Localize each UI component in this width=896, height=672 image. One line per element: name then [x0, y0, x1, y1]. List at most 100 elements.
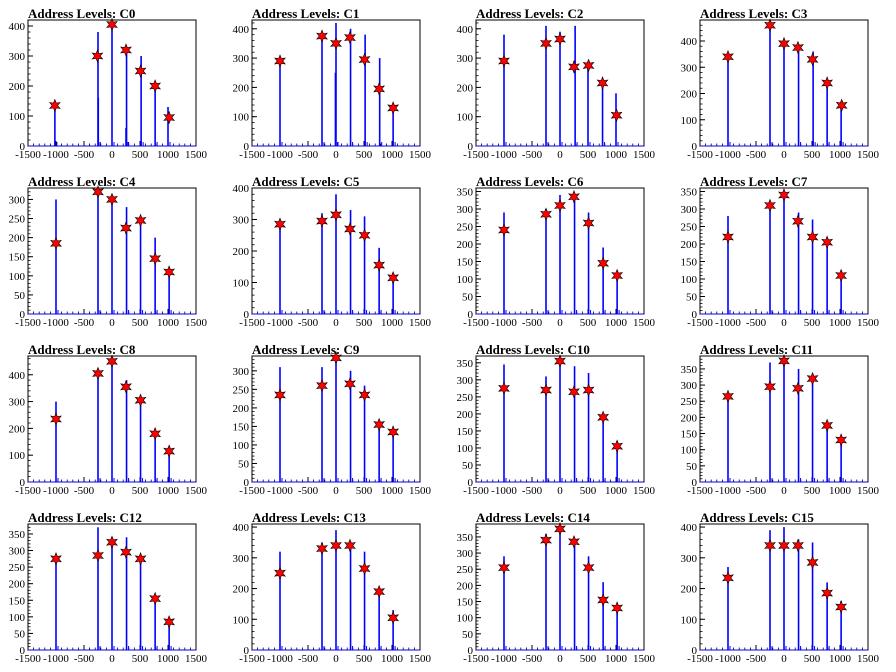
histogram-panel-15: Address Levels: C15 0 100 200 300 400 -1500 -10… — [672, 504, 896, 672]
y-tick-label: 100 — [681, 115, 698, 127]
y-tick-label: 350 — [681, 187, 698, 199]
x-tick-label: -1500 — [239, 149, 265, 161]
level-marker — [120, 545, 132, 560]
level-marker — [821, 586, 834, 600]
x-tick-label: 500 — [580, 485, 597, 497]
level-marker — [540, 383, 552, 397]
y-tick-label: 0 — [468, 645, 474, 657]
level-marker — [358, 561, 371, 576]
level-marker — [134, 551, 147, 566]
level-marker — [611, 601, 624, 615]
level-marker — [316, 214, 328, 228]
level-marker — [835, 268, 848, 283]
histogram-panel-4: Address Levels: C4 0 50 100 150 200 250 300 -150… — [0, 168, 224, 336]
level-marker — [373, 417, 386, 432]
level-marker — [358, 388, 371, 402]
x-tick-label: 500 — [132, 317, 149, 329]
x-tick-label: -1000 — [267, 317, 293, 329]
y-tick-label: 100 — [233, 614, 250, 626]
x-tick-label: -1000 — [267, 485, 293, 497]
y-tick-label: 250 — [457, 222, 474, 234]
y-tick-label: 250 — [457, 392, 474, 404]
level-marker — [596, 76, 609, 90]
y-tick-label: 50 — [14, 290, 26, 302]
histogram-plot: 0 100 200 300 400 -1500 -1000 -500 0 500 1000 1500 — [233, 522, 432, 665]
level-marker — [597, 256, 610, 271]
y-tick-label: 200 — [681, 412, 698, 424]
histogram-panel-6: Address Levels: C6 0 50 100 150 200 250 300 350 -… — [448, 168, 672, 336]
y-tick-label: 400 — [233, 24, 250, 36]
x-tick-label: -500 — [74, 317, 95, 329]
y-tick-label: 50 — [462, 629, 474, 641]
x-tick-label: 0 — [557, 485, 563, 497]
y-tick-label: 200 — [681, 89, 698, 101]
y-tick-label: 350 — [681, 364, 698, 376]
x-tick-label: 500 — [580, 653, 597, 665]
level-marker — [387, 101, 400, 115]
x-tick-label: 1500 — [185, 485, 208, 497]
level-marker — [50, 412, 62, 426]
x-tick-label: 1500 — [857, 653, 880, 665]
y-tick-label: 300 — [681, 553, 698, 565]
y-tick-label: 100 — [457, 613, 474, 625]
x-tick-label: 500 — [804, 485, 821, 497]
x-tick-label: 1500 — [409, 317, 432, 329]
x-tick-label: 0 — [109, 485, 115, 497]
level-marker — [597, 593, 610, 607]
x-tick-label: 500 — [356, 485, 373, 497]
y-tick-label: 250 — [9, 562, 26, 574]
panel-title: Address Levels: C6 — [476, 174, 584, 189]
level-marker — [387, 610, 400, 625]
panel-title: Address Levels: C7 — [700, 174, 808, 189]
y-tick-label: 350 — [457, 358, 474, 370]
panel-title: Address Levels: C10 — [476, 342, 590, 357]
level-marker — [806, 230, 819, 244]
y-tick-label: 0 — [692, 645, 698, 657]
y-tick-label: 0 — [468, 309, 474, 321]
y-tick-label: 150 — [457, 257, 474, 269]
panel-title: Address Levels: C8 — [28, 342, 136, 357]
level-marker — [92, 366, 104, 381]
level-marker — [498, 560, 510, 575]
x-tick-label: -1000 — [43, 485, 69, 497]
x-tick-label: 1000 — [829, 485, 852, 497]
x-tick-label: -1500 — [463, 653, 489, 665]
level-marker — [134, 213, 147, 228]
level-marker — [50, 236, 62, 251]
histogram-plot: 0 100 200 300 400 -1500 -1000 -500 0 500 1000 1500 — [233, 183, 432, 329]
level-marker — [316, 29, 328, 43]
level-marker — [540, 207, 552, 222]
x-tick-label: -1000 — [43, 653, 69, 665]
x-tick-label: -500 — [522, 653, 543, 665]
x-tick-label: -500 — [522, 485, 543, 497]
y-tick-label: 0 — [692, 141, 698, 153]
y-tick-label: 0 — [244, 477, 250, 489]
level-marker — [373, 258, 386, 272]
level-marker — [835, 98, 848, 113]
x-tick-label: 1000 — [157, 317, 180, 329]
y-tick-label: 300 — [457, 204, 474, 216]
x-tick-label: 1000 — [157, 485, 180, 497]
level-marker — [764, 18, 776, 33]
histogram-plot: 0 100 200 300 400 -1500 -1000 -500 0 500 1000 1500 — [457, 19, 656, 161]
x-tick-label: 0 — [781, 149, 787, 161]
x-tick-label: -1000 — [715, 653, 741, 665]
x-tick-label: 1500 — [857, 149, 880, 161]
histogram-plot: 0 100 200 300 400 -1500 -1000 -500 0 500 1000 1500 — [9, 17, 208, 161]
x-tick-label: -1000 — [267, 149, 293, 161]
y-tick-label: 0 — [20, 477, 26, 489]
level-marker — [344, 376, 356, 391]
level-marker — [792, 40, 804, 55]
x-tick-label: 500 — [804, 149, 821, 161]
y-tick-label: 150 — [681, 257, 698, 269]
y-tick-label: 300 — [681, 62, 698, 74]
x-tick-label: -500 — [298, 485, 319, 497]
level-marker — [48, 98, 61, 113]
level-marker — [120, 380, 132, 394]
level-marker — [722, 49, 734, 64]
y-tick-label: 300 — [681, 204, 698, 216]
y-tick-label: 100 — [9, 271, 26, 283]
y-tick-label: 200 — [457, 409, 474, 421]
y-tick-label: 200 — [9, 423, 26, 435]
x-tick-label: 1000 — [829, 317, 852, 329]
